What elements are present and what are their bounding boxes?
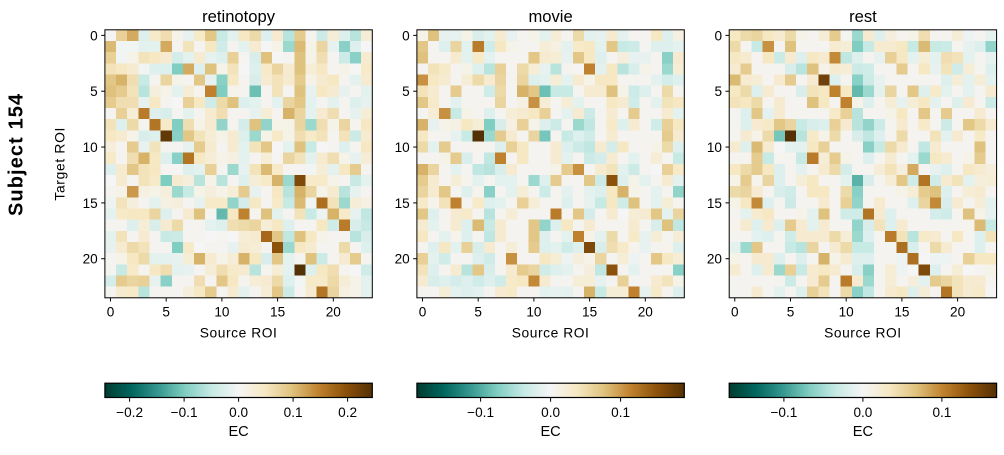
svg-text:5: 5 [402, 84, 410, 99]
svg-text:20: 20 [326, 305, 342, 320]
svg-text:15: 15 [707, 196, 722, 211]
svg-text:5: 5 [714, 84, 722, 99]
svg-text:Source ROI: Source ROI [200, 326, 278, 341]
svg-text:10: 10 [707, 140, 723, 155]
svg-text:Subject 154: Subject 154 [6, 93, 28, 216]
svg-text:retinotopy: retinotopy [202, 7, 276, 26]
svg-text:0: 0 [402, 28, 410, 43]
svg-text:5: 5 [474, 305, 482, 320]
svg-text:−0.1: −0.1 [467, 405, 494, 420]
svg-text:20: 20 [707, 252, 723, 267]
svg-text:rest: rest [849, 7, 877, 26]
svg-text:15: 15 [270, 305, 285, 320]
svg-text:0.1: 0.1 [932, 405, 951, 420]
svg-text:EC: EC [540, 424, 560, 440]
svg-text:20: 20 [83, 252, 99, 267]
svg-text:15: 15 [582, 305, 597, 320]
svg-text:Source ROI: Source ROI [824, 326, 902, 341]
svg-text:0: 0 [90, 28, 98, 43]
svg-text:0.0: 0.0 [229, 405, 248, 420]
svg-text:−0.1: −0.1 [770, 405, 797, 420]
svg-text:Source ROI: Source ROI [512, 326, 590, 341]
svg-text:0.0: 0.0 [853, 405, 872, 420]
svg-text:0: 0 [714, 28, 722, 43]
svg-text:10: 10 [214, 305, 230, 320]
svg-text:Target ROI: Target ROI [53, 127, 68, 201]
svg-text:0: 0 [731, 305, 739, 320]
svg-text:5: 5 [90, 84, 98, 99]
svg-text:15: 15 [83, 196, 98, 211]
svg-text:20: 20 [950, 305, 966, 320]
svg-text:−0.1: −0.1 [171, 405, 198, 420]
svg-text:5: 5 [787, 305, 795, 320]
svg-text:0.1: 0.1 [611, 405, 630, 420]
svg-text:15: 15 [395, 196, 410, 211]
svg-text:5: 5 [162, 305, 170, 320]
svg-text:EC: EC [853, 424, 873, 440]
svg-text:0.2: 0.2 [338, 405, 357, 420]
svg-text:0.1: 0.1 [284, 405, 303, 420]
svg-text:10: 10 [526, 305, 542, 320]
svg-text:0: 0 [419, 305, 427, 320]
svg-text:20: 20 [395, 252, 411, 267]
svg-text:−0.2: −0.2 [116, 405, 143, 420]
svg-text:movie: movie [528, 7, 572, 26]
svg-text:0: 0 [107, 305, 115, 320]
svg-text:10: 10 [395, 140, 411, 155]
svg-text:0.0: 0.0 [541, 405, 560, 420]
svg-text:20: 20 [638, 305, 654, 320]
svg-text:10: 10 [839, 305, 855, 320]
svg-text:10: 10 [83, 140, 99, 155]
svg-text:15: 15 [894, 305, 909, 320]
svg-text:EC: EC [228, 424, 248, 440]
